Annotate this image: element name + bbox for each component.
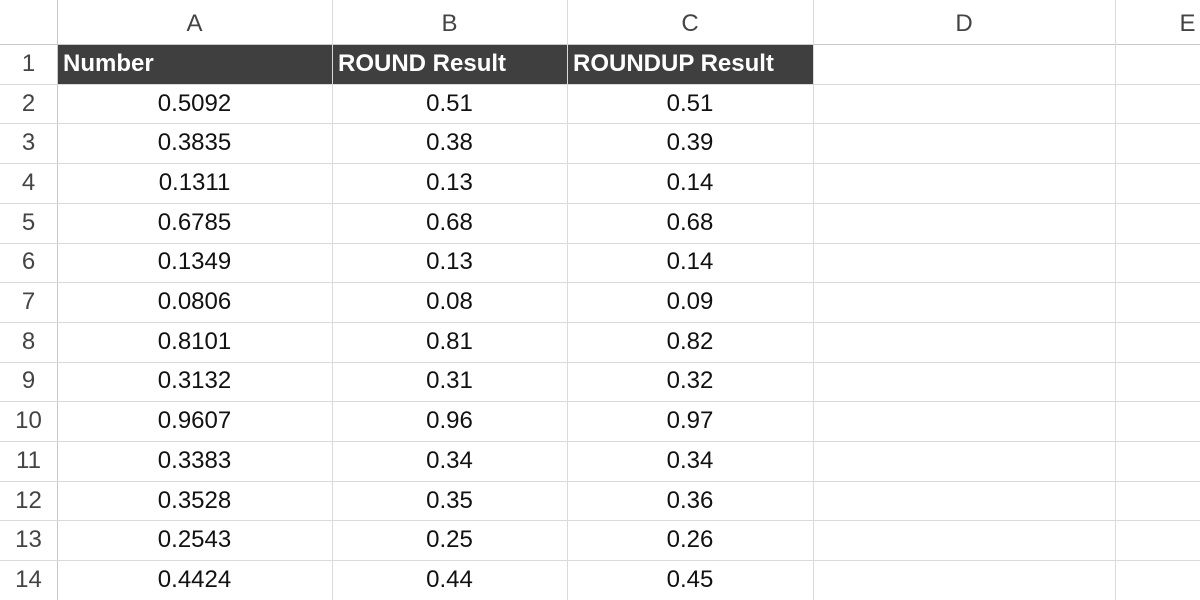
cell[interactable]: 0.32 [666, 367, 714, 395]
grid-line [813, 0, 814, 600]
row-header[interactable]: 4 [21, 168, 36, 196]
row-header[interactable]: 13 [15, 526, 42, 554]
cell[interactable]: 0.13 [426, 248, 473, 276]
cell[interactable]: 0.68 [666, 208, 714, 236]
row-header[interactable]: 10 [15, 407, 42, 435]
row-header[interactable]: 1 [21, 49, 36, 77]
cell[interactable]: 0.82 [666, 327, 714, 355]
grid-line [0, 401, 1200, 403]
cell[interactable]: 0.45 [666, 565, 714, 593]
cell[interactable]: 0.25 [426, 526, 473, 554]
grid-line [0, 242, 1200, 244]
cell[interactable]: 0.9607 [157, 407, 232, 435]
cell[interactable]: 0.2543 [157, 526, 232, 554]
cell[interactable]: 0.96 [426, 407, 473, 435]
cell[interactable]: 0.3132 [157, 367, 232, 395]
row-header[interactable]: 14 [15, 565, 42, 593]
cell[interactable]: 0.1349 [157, 248, 232, 276]
cell[interactable]: 0.35 [426, 486, 473, 514]
row-header[interactable]: 2 [21, 89, 36, 117]
grid-line [0, 282, 1200, 284]
cell[interactable]: 0.31 [426, 367, 473, 395]
row-header[interactable]: 7 [21, 288, 36, 316]
cell[interactable]: 0.26 [666, 526, 714, 554]
grid-line [0, 560, 1200, 562]
column-header[interactable]: A [186, 10, 203, 37]
row-header[interactable]: 6 [21, 248, 36, 276]
header-cell[interactable]: ROUND Result [338, 49, 507, 77]
cell[interactable]: 0.8101 [157, 327, 232, 355]
grid-line [0, 480, 1200, 482]
row-header[interactable]: 9 [21, 367, 36, 395]
header-cell[interactable]: ROUNDUP Result [573, 49, 774, 77]
cell[interactable]: 0.09 [666, 288, 714, 316]
cell[interactable]: 0.34 [666, 446, 714, 474]
cell[interactable]: 0.0806 [157, 288, 232, 316]
cell[interactable]: 0.36 [666, 486, 714, 514]
row-header[interactable]: 12 [15, 486, 42, 514]
cell[interactable]: 0.39 [666, 129, 714, 157]
cell[interactable]: 0.1311 [158, 168, 231, 196]
cell[interactable]: 0.3383 [157, 446, 232, 474]
grid-line [0, 123, 1200, 125]
cell[interactable]: 0.13 [426, 168, 473, 196]
row-header[interactable]: 5 [21, 208, 36, 236]
grid-line [0, 163, 1200, 165]
cell[interactable]: 0.81 [426, 327, 473, 355]
cell[interactable]: 0.14 [666, 248, 714, 276]
header-cell[interactable]: Number [63, 49, 154, 77]
cell[interactable]: 0.44 [426, 565, 473, 593]
grid-line [0, 202, 1200, 204]
cell[interactable]: 0.4424 [157, 565, 232, 593]
cell[interactable]: 0.97 [666, 407, 714, 435]
row-header-border [57, 0, 58, 600]
grid-line [0, 321, 1200, 323]
cell[interactable]: 0.6785 [157, 208, 232, 236]
column-header[interactable]: B [441, 10, 458, 37]
column-header[interactable]: C [681, 10, 699, 37]
grid-line [567, 0, 568, 600]
column-header[interactable]: E [1179, 10, 1196, 37]
column-header[interactable]: D [955, 10, 973, 37]
cell[interactable]: 0.51 [666, 89, 714, 117]
grid-line [0, 441, 1200, 442]
cell[interactable]: 0.14 [666, 168, 714, 196]
cell[interactable]: 0.5092 [157, 89, 232, 117]
header-row-fill [57, 44, 813, 84]
grid-line [0, 83, 1200, 85]
grid-line [0, 361, 1200, 363]
cell[interactable]: 0.34 [426, 446, 473, 474]
cell[interactable]: 0.3835 [157, 129, 232, 157]
grid-line [1115, 0, 1116, 600]
cell[interactable]: 0.38 [426, 129, 473, 157]
column-header-border [0, 44, 1200, 45]
cell[interactable]: 0.68 [426, 208, 473, 236]
grid-line [0, 520, 1200, 522]
row-header[interactable]: 3 [21, 129, 36, 157]
row-header[interactable]: 11 [16, 446, 41, 474]
cell[interactable]: 0.08 [426, 288, 473, 316]
row-header[interactable]: 8 [21, 327, 36, 355]
cell[interactable]: 0.51 [426, 89, 473, 117]
grid-line [332, 0, 333, 600]
cell[interactable]: 0.3528 [157, 486, 232, 514]
